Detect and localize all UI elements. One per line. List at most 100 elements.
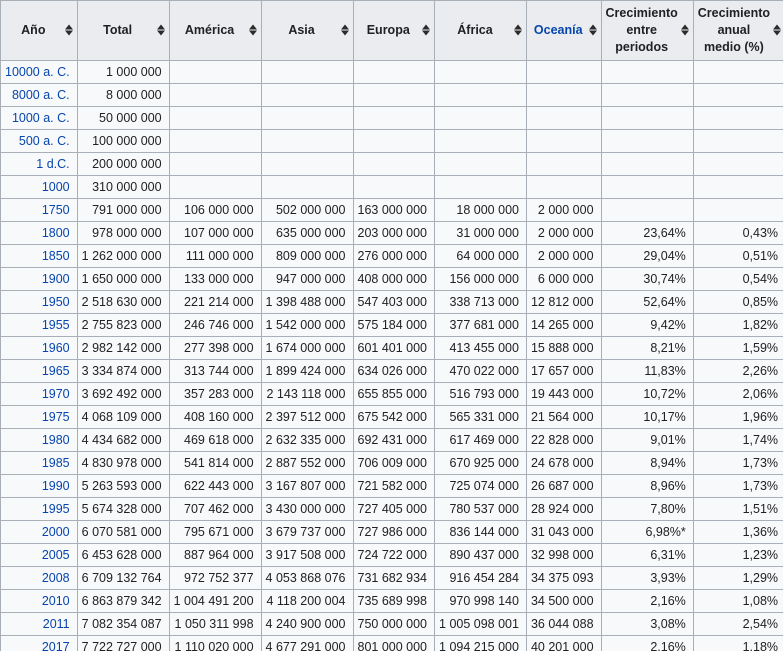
cell-asia: 3 679 737 000 (260, 519, 354, 544)
sort-both-icon[interactable] (513, 24, 522, 36)
cell-america: 887 964 000 (168, 542, 262, 567)
table-body: 10000 a. C. 1 000 000 8000 a. C. 8 000 000 1… (0, 59, 783, 651)
cell-total: 5 263 593 000 (76, 473, 170, 498)
cell-asia (260, 105, 354, 130)
year-cell: 1 d.C. (0, 151, 78, 176)
cell-europa: 801 000 000 (352, 634, 436, 651)
cell-america: 111 000 000 (168, 243, 262, 268)
year-link[interactable]: 2010 (41, 593, 70, 608)
sort-both-icon[interactable] (248, 24, 257, 36)
year-link[interactable]: 1950 (41, 294, 70, 309)
year-link[interactable]: 1980 (41, 432, 70, 447)
sort-both-icon[interactable] (680, 24, 689, 36)
cell-africa (434, 105, 527, 130)
cell-crecimiento-anual-medio: 1,59% (692, 335, 783, 360)
year-link[interactable]: 1960 (41, 340, 70, 355)
year-cell: 1850 (0, 243, 78, 268)
cell-oceania (525, 174, 602, 199)
cell-crecimiento-anual-medio: 1,36% (692, 519, 783, 544)
cell-total: 3 692 492 000 (76, 381, 170, 406)
cell-crecimiento-anual-medio (692, 174, 783, 199)
cell-crecimiento-anual-medio: 1,23% (692, 542, 783, 567)
cell-total: 791 000 000 (76, 197, 170, 222)
cell-asia: 635 000 000 (260, 220, 354, 245)
cell-africa: 64 000 000 (434, 243, 527, 268)
year-link[interactable]: 1990 (41, 478, 70, 493)
year-cell: 1960 (0, 335, 78, 360)
cell-oceania: 40 201 000 (525, 634, 602, 651)
year-link[interactable]: 1750 (41, 202, 70, 217)
cell-crecimiento-anual-medio: 2,06% (692, 381, 783, 406)
cell-asia: 809 000 000 (260, 243, 354, 268)
column-header-oceania[interactable]: Oceanía (525, 0, 602, 61)
year-link[interactable]: 2000 (41, 524, 70, 539)
cell-asia: 1 542 000 000 (260, 312, 354, 337)
cell-total: 978 000 000 (76, 220, 170, 245)
table-header-row: Año Total América Asia Europa África Oceanía Cr… (0, 0, 783, 61)
table-row: 1985 4 830 978 000 541 814 000 2 887 552 00… (0, 450, 783, 475)
cell-africa: 516 793 000 (434, 381, 527, 406)
year-link[interactable]: 8000 a. C. (11, 87, 70, 102)
sort-both-icon[interactable] (64, 24, 73, 36)
year-link[interactable]: 1 d.C. (36, 156, 70, 171)
cell-crecimiento-entre-periodos: 3,08% (600, 611, 694, 636)
year-link[interactable]: 2005 (41, 547, 70, 562)
sort-both-icon[interactable] (588, 24, 597, 36)
column-header-europa[interactable]: Europa (352, 0, 436, 61)
column-header-asia[interactable]: Asia (260, 0, 354, 61)
year-cell: 1900 (0, 266, 78, 291)
year-cell: 2005 (0, 542, 78, 567)
cell-total: 2 755 823 000 (76, 312, 170, 337)
year-link[interactable]: 1995 (41, 501, 70, 516)
column-header-africa[interactable]: África (434, 0, 527, 61)
cell-crecimiento-entre-periodos (600, 82, 694, 107)
column-header-america[interactable]: América (168, 0, 262, 61)
cell-europa: 575 184 000 (352, 312, 436, 337)
cell-europa: 724 722 000 (352, 542, 436, 567)
year-link[interactable]: 10000 a. C. (5, 64, 70, 79)
cell-total: 7 722 727 000 (76, 634, 170, 651)
table-row: 1000 310 000 000 (0, 174, 783, 199)
cell-america: 246 746 000 (168, 312, 262, 337)
sort-both-icon[interactable] (422, 24, 431, 36)
year-cell: 1800 (0, 220, 78, 245)
year-link[interactable]: 2011 (42, 616, 70, 631)
sort-both-icon[interactable] (773, 24, 782, 36)
cell-oceania (525, 128, 602, 153)
cell-oceania: 28 924 000 (525, 496, 602, 521)
column-header-ano[interactable]: Año (0, 0, 78, 61)
cell-total: 1 262 000 000 (76, 243, 170, 268)
column-header-total[interactable]: Total (76, 0, 170, 61)
table-row: 1965 3 334 874 000 313 744 000 1 899 424 00… (0, 358, 783, 383)
year-link[interactable]: 1955 (41, 317, 70, 332)
year-link[interactable]: 1000 (41, 179, 70, 194)
column-label-oceania[interactable]: Oceanía (533, 22, 583, 37)
column-header-crecimiento-anual-medio[interactable]: Crecimiento anual medio (%) (692, 0, 783, 61)
sort-both-icon[interactable] (156, 24, 165, 36)
column-header-crecimiento-entre-periodos[interactable]: Crecimiento entre periodos (600, 0, 694, 61)
cell-crecimiento-anual-medio: 1,74% (692, 427, 783, 452)
year-link[interactable]: 1000 a. C. (11, 110, 70, 125)
year-link[interactable]: 1800 (41, 225, 70, 240)
cell-asia (260, 151, 354, 176)
year-link[interactable]: 1850 (41, 248, 70, 263)
cell-asia: 2 887 552 000 (260, 450, 354, 475)
year-link[interactable]: 2008 (41, 570, 70, 585)
cell-crecimiento-entre-periodos: 10,72% (600, 381, 694, 406)
year-link[interactable]: 2017 (41, 639, 70, 651)
year-link[interactable]: 1900 (41, 271, 70, 286)
cell-crecimiento-anual-medio: 0,51% (692, 243, 783, 268)
cell-total: 6 863 879 342 (76, 588, 170, 613)
cell-africa: 565 331 000 (434, 404, 527, 429)
year-link[interactable]: 1965 (41, 363, 70, 378)
cell-crecimiento-entre-periodos: 3,93% (600, 565, 694, 590)
year-link[interactable]: 1970 (41, 386, 70, 401)
year-link[interactable]: 500 a. C. (18, 133, 70, 148)
year-link[interactable]: 1985 (41, 455, 70, 470)
year-cell: 1950 (0, 289, 78, 314)
year-link[interactable]: 1975 (41, 409, 70, 424)
cell-africa: 970 998 140 (434, 588, 527, 613)
cell-africa: 617 469 000 (434, 427, 527, 452)
cell-total: 3 334 874 000 (76, 358, 170, 383)
sort-both-icon[interactable] (340, 24, 349, 36)
